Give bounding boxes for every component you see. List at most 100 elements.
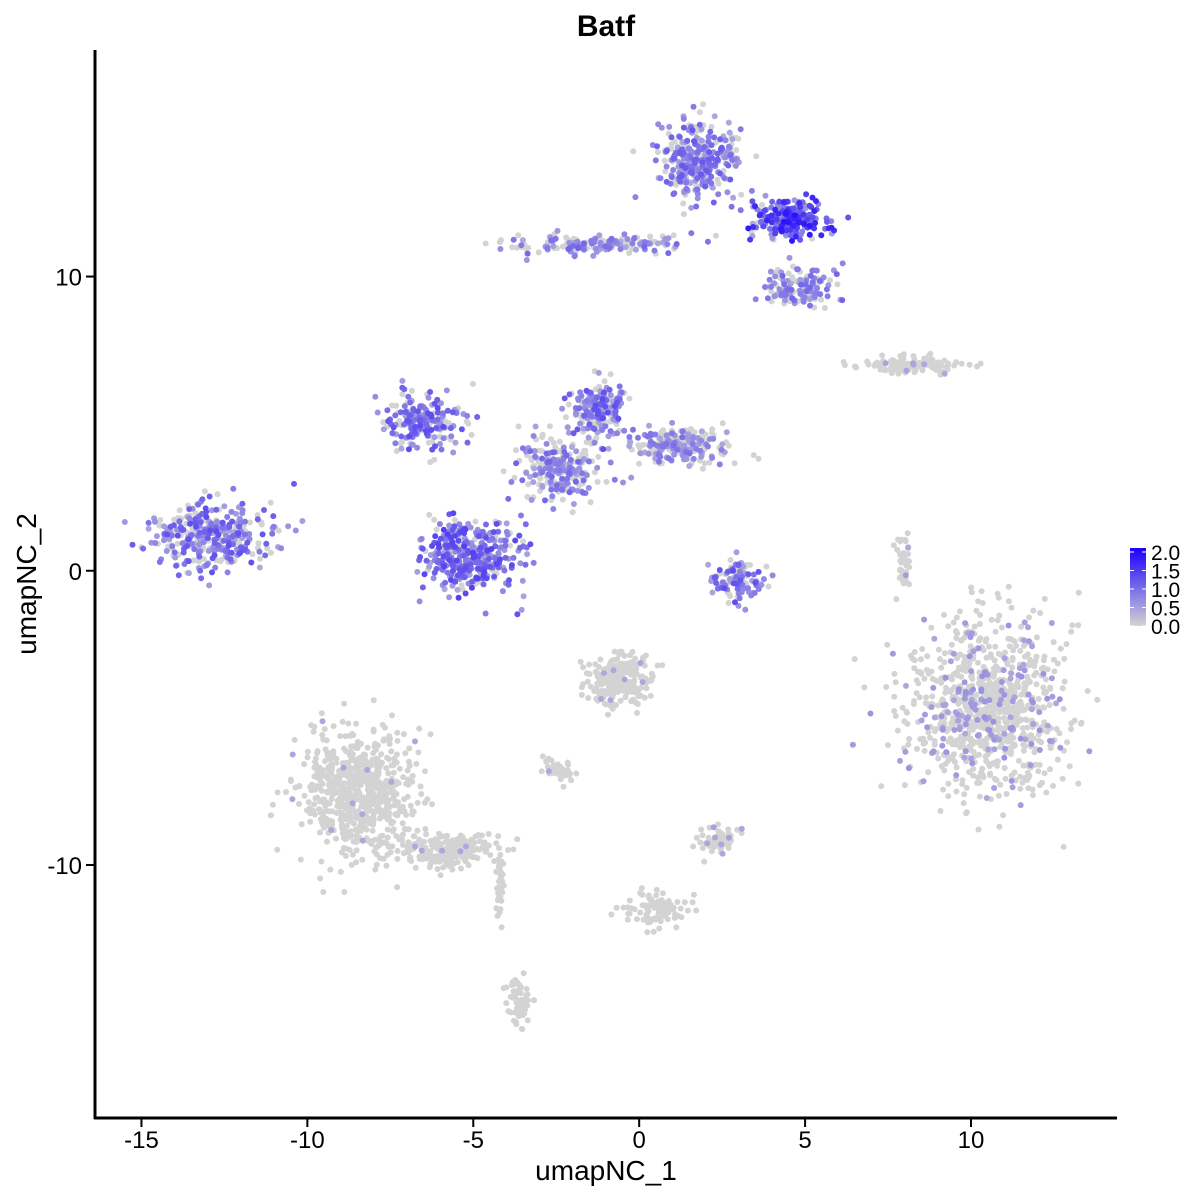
cell-point <box>444 531 451 538</box>
cell-point <box>592 661 599 668</box>
cell-point <box>496 845 502 851</box>
cell-point <box>359 856 366 863</box>
cell-point <box>432 533 439 540</box>
cell-point <box>1026 638 1032 645</box>
cell-point <box>459 586 466 593</box>
cell-point <box>954 711 961 718</box>
cell-point <box>1010 707 1017 714</box>
cell-point <box>289 796 296 803</box>
cell-point <box>690 843 697 850</box>
cell-point <box>376 798 383 805</box>
cell-point <box>224 514 231 520</box>
cell-point <box>437 535 444 542</box>
cell-point <box>527 473 534 480</box>
cell-point <box>414 408 421 415</box>
cell-point <box>341 780 347 787</box>
cell-point <box>427 731 434 738</box>
cell-point <box>1040 670 1047 677</box>
cell-point <box>384 407 391 414</box>
cell-point <box>945 623 952 630</box>
cell-point <box>953 614 960 621</box>
cell-point <box>506 577 512 584</box>
cell-point <box>671 451 678 458</box>
cell-point <box>917 736 924 743</box>
cell-point <box>945 753 952 760</box>
cell-point <box>982 737 989 744</box>
cell-point <box>409 808 416 814</box>
cell-point <box>955 686 962 693</box>
cell-point <box>497 556 503 563</box>
cell-point <box>450 562 456 569</box>
cell-point <box>927 734 933 741</box>
cell-point <box>394 800 401 807</box>
cell-point <box>683 185 690 192</box>
cell-point <box>479 528 486 535</box>
cell-point <box>626 434 633 440</box>
cell-point <box>524 493 531 500</box>
cell-point <box>221 503 228 510</box>
cell-point <box>468 431 475 438</box>
cell-point <box>884 742 891 749</box>
cell-point <box>129 541 136 548</box>
cell-point <box>687 426 694 432</box>
cell-point <box>1009 784 1016 791</box>
cell-point <box>520 970 527 977</box>
cell-point <box>647 233 654 240</box>
cell-point <box>532 423 539 430</box>
cell-point <box>768 288 775 295</box>
cell-point <box>670 442 677 449</box>
cell-point <box>1060 705 1067 712</box>
cell-point <box>400 731 407 738</box>
cell-point <box>1041 595 1048 602</box>
cell-point <box>389 712 395 719</box>
cell-point <box>719 441 726 448</box>
cell-point <box>514 836 521 843</box>
cell-point <box>340 764 347 771</box>
cell-point <box>509 244 516 251</box>
cell-point <box>779 272 786 279</box>
cell-point <box>773 216 780 223</box>
cell-point <box>510 236 517 243</box>
cell-point <box>657 175 664 182</box>
cell-point <box>631 906 638 913</box>
cell-point <box>342 733 349 740</box>
cell-point <box>513 989 520 996</box>
cell-point <box>1008 604 1015 611</box>
cell-point <box>259 531 266 538</box>
cell-point <box>985 746 992 753</box>
cell-point <box>988 732 995 738</box>
cell-point <box>745 571 752 578</box>
cell-point <box>559 405 566 412</box>
cell-point <box>600 389 607 396</box>
cell-point <box>713 580 720 586</box>
cell-point <box>342 805 349 812</box>
cell-point <box>417 783 424 790</box>
cell-point <box>632 699 639 706</box>
cell-point <box>688 204 695 211</box>
cell-point <box>1009 698 1016 705</box>
cell-point <box>429 801 435 808</box>
cell-point <box>477 544 484 551</box>
cell-point <box>503 520 510 527</box>
cell-point <box>519 445 526 452</box>
cell-point <box>925 729 932 736</box>
cell-point <box>389 843 396 850</box>
cell-point <box>704 238 711 245</box>
cell-point <box>140 545 147 552</box>
cell-point <box>460 854 467 861</box>
cell-point <box>618 389 625 396</box>
cell-point <box>983 795 990 801</box>
cell-point <box>262 552 269 559</box>
cell-point <box>809 279 816 286</box>
cell-point <box>364 773 371 780</box>
cell-point <box>270 523 277 530</box>
cell-point <box>693 834 700 841</box>
cell-point <box>605 445 612 452</box>
cell-point <box>626 250 633 256</box>
cell-point <box>1036 709 1043 716</box>
cell-point <box>996 701 1003 708</box>
cell-point <box>520 593 527 600</box>
cell-point <box>662 236 669 242</box>
cell-point <box>784 286 791 293</box>
